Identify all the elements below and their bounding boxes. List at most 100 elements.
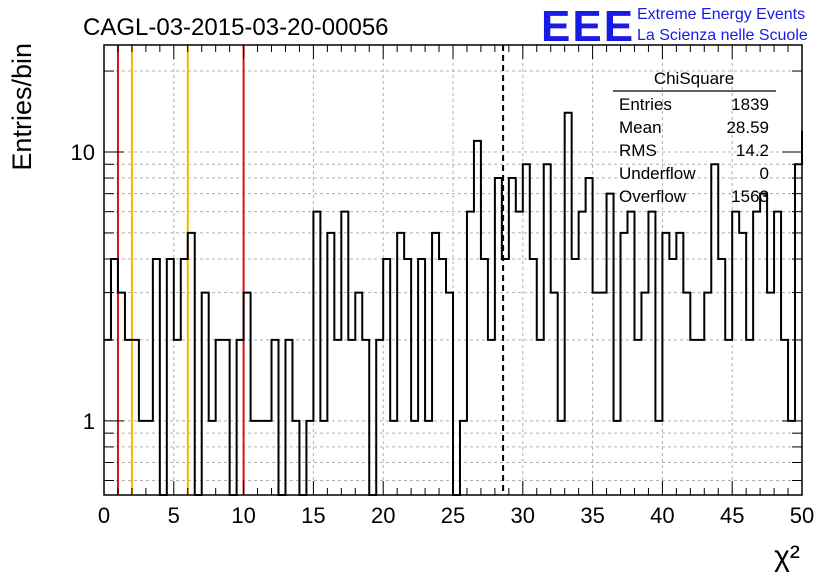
histogram-bin [153,259,160,495]
histogram-bin [244,293,251,495]
histogram-bin [530,259,537,495]
histogram-bin [320,421,327,495]
x-tick-label: 20 [371,503,395,528]
histogram-bin [313,212,320,495]
histogram-bin [167,259,174,495]
histogram-bin [621,233,628,495]
histogram-bin [306,421,313,495]
histogram-bin [272,340,279,495]
stats-row: Overflow 1563 [619,187,769,206]
histogram-bin [760,194,767,495]
histogram-bin [788,421,795,495]
histogram-bin [181,259,188,495]
histogram-bin [690,340,697,495]
histogram-bin [362,340,369,495]
stats-title: ChiSquare [654,69,734,88]
histogram-bin [628,212,635,495]
histogram-bin [467,212,474,495]
x-tick-label: 50 [790,503,814,528]
histogram-bin [753,212,760,495]
marker-lines [116,45,505,495]
histogram-bin [111,259,118,495]
stats-label: RMS [619,141,657,160]
stats-box: ChiSquare Entries 1839 Mean 28.59 RMS 14… [613,69,776,206]
histogram-bin [725,340,732,495]
histogram-bin [125,340,132,495]
histogram-bin [439,259,446,495]
histogram-bin [223,340,230,495]
stats-value: 28.59 [726,118,769,137]
org-name-line1: Extreme Energy Events [637,6,805,23]
y-tick-labels: 1 10 [71,140,95,434]
histogram-bin [648,212,655,495]
histogram-bin [355,293,362,495]
x-tick-label: 15 [301,503,325,528]
histogram-bin [593,293,600,495]
histogram-bin [390,421,397,495]
histogram-bin [174,340,181,495]
histogram-bin [139,421,146,495]
histogram-bin [460,421,467,495]
histogram-bin [509,178,516,495]
histogram-bin [488,340,495,495]
x-tick-label: 0 [98,503,110,528]
histogram-bin [607,194,614,495]
histogram-bin [397,233,404,495]
histogram-bin [697,340,704,495]
histogram-bin [481,259,488,495]
x-tick-label: 5 [168,503,180,528]
histogram-bin [641,293,648,495]
eee-logo-letters: EEE [541,2,635,51]
histogram-bin [209,421,216,495]
stats-value: 0 [760,164,769,183]
histogram-bin [558,421,565,495]
stats-value: 1563 [731,187,769,206]
histogram-bin [327,233,334,495]
histogram-bin [704,293,711,495]
histogram-bin [432,233,439,495]
histogram-bin [383,259,390,495]
stats-row: RMS 14.2 [619,141,769,160]
histogram-bin [718,259,725,495]
stats-label: Mean [619,118,662,137]
histogram-bin [774,212,781,495]
axis-ticks [103,45,803,495]
histogram-bin [579,212,586,495]
histogram-bin [334,340,341,495]
histogram-bin [132,340,139,495]
x-tick-labels: 0 5 10 15 20 25 30 35 40 45 50 [98,503,814,528]
histogram-bin [586,178,593,495]
stats-value: 14.2 [736,141,769,160]
histogram-bin [711,164,718,495]
histogram-bin [425,421,432,495]
stats-label: Entries [619,95,672,114]
histogram-bin [376,340,383,495]
stats-value: 1839 [731,95,769,114]
histogram-bin [739,233,746,495]
histogram-bin [146,421,153,495]
x-tick-label: 45 [720,503,744,528]
stats-label: Overflow [619,187,687,206]
histogram-bin [767,293,774,495]
histogram-bin [565,113,572,495]
stats-row: Entries 1839 [619,95,769,114]
x-tick-label: 25 [441,503,465,528]
histogram-bin [781,340,788,495]
org-name-line2: La Scienza nelle Scuole [637,27,808,44]
y-tick-label: 1 [83,409,95,434]
stats-row: Underflow 0 [619,164,769,183]
x-tick-label: 10 [231,503,255,528]
histogram-bin [523,164,530,495]
stats-row: Mean 28.59 [619,118,769,137]
histogram-bin [404,259,411,495]
y-tick-label: 10 [71,140,95,165]
x-axis-label: χ² [774,540,800,572]
x-tick-label: 30 [511,503,535,528]
histogram-bin [118,293,125,495]
plot-frame [103,44,803,496]
histogram-bin [572,259,579,495]
histogram-bin [265,421,272,495]
histogram-outline [104,111,803,496]
histogram-bin [600,293,607,495]
